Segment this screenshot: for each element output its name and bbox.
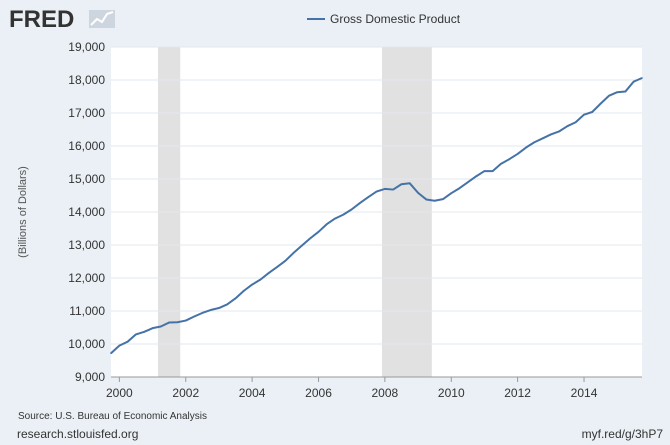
data-point: [226, 303, 228, 306]
x-tick-label: 2014: [571, 386, 598, 400]
data-point: [491, 170, 494, 172]
data-point: [267, 272, 270, 274]
data-point: [359, 202, 361, 204]
data-point: [483, 170, 486, 172]
y-tick-label: 18,000: [68, 73, 105, 87]
data-point: [450, 192, 453, 194]
data-point: [583, 113, 585, 116]
x-tick-label: 2008: [372, 386, 399, 400]
data-point: [384, 188, 386, 190]
y-tick-label: 14,000: [68, 205, 105, 219]
data-point: [442, 198, 444, 200]
data-point: [159, 325, 162, 328]
legend: Gross Domestic Product: [307, 12, 461, 26]
data-point: [641, 77, 643, 79]
y-axis-label: (Billions of Dollars): [17, 166, 29, 258]
x-tick-label: 2004: [239, 386, 266, 400]
y-tick-label: 9,000: [75, 370, 105, 384]
data-point: [110, 352, 112, 355]
data-point: [184, 319, 187, 322]
data-point: [193, 315, 195, 318]
data-point: [176, 321, 179, 324]
y-axis: 9,000 10,000 11,000 12,000 13,000 14,000 15,00…: [68, 40, 105, 384]
data-point: [624, 90, 627, 93]
y-tick-label: 12,000: [68, 271, 105, 285]
data-point: [425, 198, 428, 201]
data-point: [466, 181, 469, 184]
fred-logo: FRED: [9, 6, 115, 32]
data-point: [408, 182, 411, 185]
x-tick-label: 2006: [305, 386, 332, 400]
data-point: [525, 146, 527, 149]
y-tick-label: 10,000: [68, 337, 105, 351]
trend-line-icon: [89, 10, 115, 28]
data-point: [533, 141, 535, 144]
data-point: [168, 321, 170, 324]
data-point: [251, 283, 253, 286]
data-point: [566, 125, 569, 127]
data-point: [475, 175, 477, 178]
y-tick-label: 16,000: [68, 139, 105, 153]
data-point: [334, 217, 336, 220]
data-point: [118, 344, 121, 347]
data-point: [433, 199, 436, 202]
y-tick-label: 11,000: [69, 304, 105, 318]
data-point: [292, 252, 295, 254]
data-point: [599, 102, 602, 105]
series-layer: [110, 77, 643, 355]
data-point: [458, 187, 461, 190]
data-point: [541, 137, 544, 140]
source-note: Source: U.S. Bureau of Economic Analysis: [18, 411, 207, 422]
data-point: [234, 297, 237, 300]
short-url-link[interactable]: myf.red/g/3hP7: [581, 427, 663, 441]
site-url-link[interactable]: research.stlouisfed.org: [17, 427, 139, 441]
legend-label: Gross Domestic Product: [330, 12, 461, 26]
x-tick-label: 2000: [106, 386, 133, 400]
fred-logo-text: FRED: [9, 6, 74, 32]
data-point: [242, 290, 245, 292]
data-point: [301, 244, 303, 247]
x-tick-label: 2012: [504, 386, 531, 400]
data-point: [632, 80, 635, 83]
data-point: [342, 213, 345, 216]
x-tick-label: 2010: [438, 386, 465, 400]
y-tick-label: 19,000: [68, 40, 105, 54]
data-point: [508, 158, 511, 160]
data-point: [550, 133, 552, 136]
y-tick-label: 13,000: [68, 238, 105, 252]
data-point: [317, 231, 320, 233]
y-tick-label: 15,000: [68, 172, 105, 186]
data-point: [218, 307, 220, 309]
data-point: [500, 163, 502, 165]
data-point: [276, 266, 278, 268]
x-tick-label: 2002: [172, 386, 199, 400]
data-point: [350, 208, 353, 211]
data-point: [392, 188, 394, 191]
data-point: [143, 330, 146, 333]
data-point: [375, 190, 378, 193]
data-point: [558, 130, 560, 133]
data-point: [574, 121, 577, 124]
data-point: [201, 312, 204, 314]
data-point: [516, 153, 519, 155]
data-point: [367, 196, 369, 198]
data-point: [591, 111, 594, 113]
data-point: [259, 278, 262, 281]
data-point: [400, 183, 403, 186]
data-point: [309, 237, 311, 240]
y-tick-label: 17,000: [68, 106, 105, 120]
data-point: [325, 223, 328, 226]
data-point: [284, 260, 287, 262]
data-point: [151, 327, 154, 329]
data-point: [616, 91, 618, 94]
data-point: [135, 333, 137, 336]
x-axis: 2000 2002 2004 2006 2008 2010 2012 2014: [106, 376, 642, 400]
data-point: [209, 309, 212, 311]
data-point: [608, 95, 610, 97]
data-point: [417, 192, 419, 194]
data-point: [126, 340, 129, 343]
